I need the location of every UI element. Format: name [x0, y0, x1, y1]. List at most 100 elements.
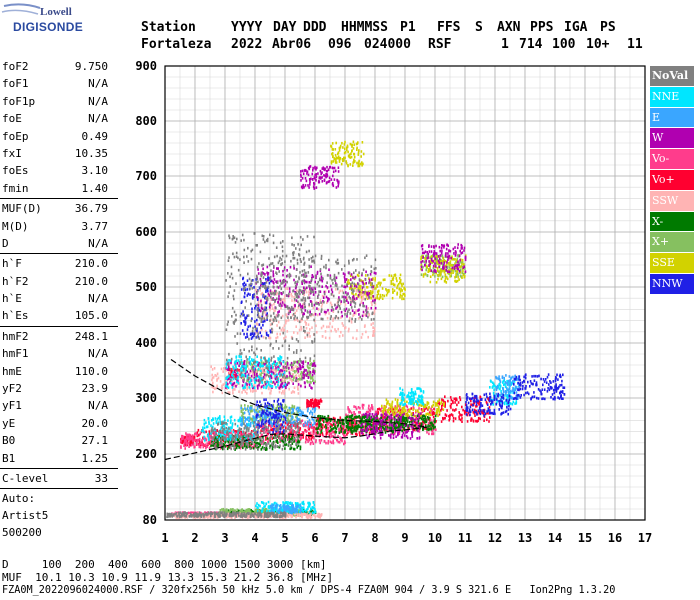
echo-point-x-	[396, 426, 398, 430]
echo-point-sse	[382, 278, 385, 282]
echo-point-ssw	[250, 389, 252, 393]
echo-point-sse	[438, 255, 441, 259]
echo-point-x-	[329, 425, 332, 429]
x-tick-label: 12	[488, 531, 502, 545]
echo-point-x-	[211, 440, 213, 443]
echo-point-x-	[398, 422, 400, 425]
echo-point-sse	[422, 273, 425, 276]
echo-point-sse	[440, 277, 443, 281]
echo-point-x-	[223, 443, 226, 447]
echo-point-vo-	[359, 411, 361, 414]
echo-point-sse	[420, 404, 423, 407]
echo-point-x-	[269, 439, 272, 443]
echo-point-ssw	[272, 320, 275, 324]
echo-point-w	[236, 362, 239, 365]
echo-point-vo-	[475, 405, 477, 408]
echo-point-vo-	[261, 426, 263, 429]
echo-point-x-	[319, 423, 321, 427]
echo-point-x-	[247, 380, 250, 383]
echo-point-sse	[331, 148, 334, 151]
echo-point-w	[275, 376, 277, 380]
echo-point-vo-	[394, 432, 396, 435]
echo-point-x-	[312, 368, 314, 371]
echo-point-ssw	[264, 366, 266, 370]
echo-point-vo-	[354, 413, 357, 416]
echo-point-x-	[287, 419, 289, 423]
param-row: h`F2 210.0	[0, 273, 118, 290]
echo-point-x-	[259, 444, 261, 447]
echo-point-x-	[425, 254, 428, 257]
echo-point-sse	[402, 410, 404, 414]
echo-point-x-	[278, 409, 280, 412]
echo-point-vo-	[300, 436, 303, 440]
echo-point-x-	[251, 409, 253, 413]
echo-point-sse	[427, 268, 430, 271]
echo-point-sse	[451, 255, 453, 258]
echo-point-x-	[323, 416, 325, 420]
echo-point-sse	[399, 273, 402, 277]
header-value-3: 096	[328, 37, 352, 52]
echo-point-vo-	[347, 406, 349, 409]
echo-point-w	[311, 386, 313, 390]
echo-point-ssw	[298, 514, 301, 518]
echo-point-x-	[235, 446, 238, 450]
echo-point-ssw	[277, 385, 279, 388]
echo-point-ssw	[294, 512, 297, 516]
echo-point-sse	[349, 142, 352, 146]
echo-point-vo-	[307, 405, 310, 408]
echo-point-vo-	[339, 438, 342, 441]
echo-point-ssw	[264, 375, 267, 378]
echo-point-sse	[358, 289, 361, 292]
echo-point-vo-	[182, 435, 184, 439]
echo-point-x-	[217, 441, 219, 444]
echo-point-vo-	[318, 402, 321, 405]
echo-point-sse	[339, 144, 342, 148]
echo-point-vo-	[442, 416, 444, 420]
echo-point-vo-	[330, 441, 333, 445]
echo-point-vo-	[361, 413, 363, 417]
echo-point-w	[256, 374, 258, 378]
echo-point-sse	[401, 407, 404, 410]
echo-point-w	[298, 363, 301, 366]
echo-point-x-	[297, 441, 299, 444]
echo-point-ssw	[285, 319, 288, 323]
echo-point-x-	[347, 422, 349, 426]
echo-point-ssw	[294, 306, 296, 309]
echo-point-vo-	[332, 441, 335, 445]
echo-point-x-	[355, 425, 358, 428]
echo-point-w	[286, 361, 289, 365]
echo-point-vo-	[301, 419, 304, 422]
echo-point-sse	[424, 272, 427, 276]
echo-point-x-	[419, 426, 422, 429]
echo-point-x-	[347, 428, 349, 431]
echo-point-vo-	[354, 405, 357, 409]
echo-point-w	[228, 377, 230, 380]
echo-point-x-	[422, 427, 425, 431]
echo-point-ssw	[220, 367, 223, 371]
echo-point-w	[278, 386, 281, 390]
echo-point-vo-	[423, 421, 425, 425]
param-row: h`Es 105.0	[0, 307, 118, 324]
echo-point-vo-	[350, 411, 353, 415]
echo-point-ssw	[274, 309, 276, 312]
echo-point-ssw	[187, 514, 189, 517]
param-name: foEp	[2, 129, 29, 143]
header-value-0: Fortaleza	[141, 37, 212, 52]
echo-point-ssw	[279, 332, 281, 336]
echo-point-x-	[293, 412, 296, 415]
echo-point-x-	[287, 409, 289, 412]
echo-point-ssw	[329, 322, 331, 325]
echo-point-ssw	[341, 322, 344, 325]
echo-point-ssw	[291, 379, 293, 383]
echo-point-x-	[358, 414, 360, 418]
echo-point-ssw	[267, 387, 270, 391]
echo-point-x-	[390, 420, 392, 424]
echo-point-x-	[252, 446, 255, 450]
echo-point-x-	[424, 420, 427, 424]
echo-point-x-	[294, 360, 297, 364]
echo-point-ssw	[264, 382, 266, 386]
echo-point-ssw	[260, 292, 263, 296]
echo-point-x-	[238, 510, 241, 514]
echo-point-vo-	[232, 429, 235, 432]
echo-point-w	[257, 363, 259, 367]
